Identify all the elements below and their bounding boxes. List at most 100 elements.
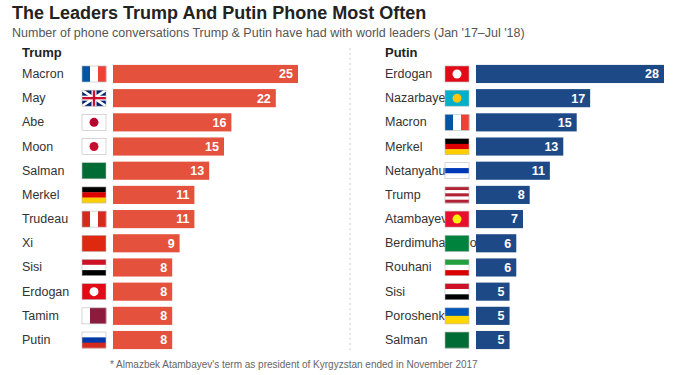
- data-label: 11: [176, 188, 189, 202]
- tick-label: Trump: [385, 188, 421, 202]
- flag-border: [82, 284, 106, 300]
- tick: Salman: [22, 164, 64, 178]
- flag-icon: [445, 139, 469, 155]
- flag-part: [445, 149, 469, 155]
- flag-border: [445, 332, 469, 348]
- tick: Trump: [385, 188, 421, 202]
- flag-border: [445, 187, 469, 203]
- flag-icon: [82, 259, 106, 275]
- bar: [113, 186, 194, 204]
- flag-part: [82, 337, 106, 343]
- bar: [113, 234, 180, 252]
- data-label: 5: [498, 333, 505, 347]
- bar: [113, 210, 194, 228]
- tick-label: Salman: [22, 164, 64, 178]
- data-label: 25: [279, 67, 293, 81]
- tick: Atambayev*: [385, 212, 453, 226]
- flag-part: [82, 259, 106, 265]
- flag-part: [445, 308, 469, 316]
- data-label: 9: [168, 237, 175, 251]
- tick: Poroshenko: [385, 309, 452, 323]
- flag-part: [82, 284, 106, 300]
- data-label: 15: [205, 140, 219, 154]
- flag-border: [445, 235, 469, 251]
- flag-part: [82, 66, 90, 82]
- flag-part: [445, 168, 469, 174]
- data-label: 5: [498, 309, 505, 323]
- tick-label: Salman: [385, 333, 427, 347]
- tick-label: Berdimuhamedov: [385, 236, 484, 250]
- flag-part: [82, 90, 106, 106]
- tick-label: Nazarbayev: [385, 91, 452, 105]
- flag-border: [445, 211, 469, 227]
- flag-icon: [445, 235, 469, 251]
- flag-part: [445, 190, 469, 194]
- bar: [476, 307, 510, 325]
- tick-label: Macron: [22, 67, 64, 81]
- flag-part: [82, 343, 106, 349]
- bar: [476, 113, 577, 131]
- tick: Trudeau: [22, 212, 68, 226]
- flag-icon: [82, 235, 106, 251]
- flag-part: [82, 198, 106, 204]
- tick-label: May: [22, 91, 46, 105]
- flag-part: [445, 289, 469, 295]
- bar: [476, 210, 523, 228]
- flag-part: [82, 235, 106, 251]
- bar: [476, 137, 563, 155]
- flag-part: [82, 90, 106, 106]
- flag-border: [82, 259, 106, 275]
- tick: Netanyahu: [385, 164, 446, 178]
- flag-icon: [82, 139, 106, 155]
- data-label: 8: [518, 188, 525, 202]
- bar: [113, 307, 172, 325]
- flag-icon: [445, 114, 469, 130]
- data-label: 8: [160, 261, 167, 275]
- tick-label: Atambayev*: [385, 212, 453, 226]
- tick: Xi: [22, 236, 33, 250]
- flag-part: [82, 265, 106, 271]
- data-label: 6: [504, 261, 511, 275]
- flag-part: [82, 308, 90, 324]
- flag-border: [445, 90, 469, 106]
- flag-part: [445, 211, 469, 227]
- flag-part: [445, 193, 469, 197]
- bar: [476, 186, 530, 204]
- flag-border: [445, 66, 469, 82]
- bar: [476, 258, 516, 276]
- flag-icon: [445, 163, 469, 179]
- flag-part: [98, 211, 106, 227]
- flag-border: [82, 139, 106, 155]
- tick: Merkel: [385, 140, 423, 154]
- tick-label: Tamim: [22, 309, 59, 323]
- flag-part: [453, 94, 462, 103]
- flag-border: [82, 235, 106, 251]
- flag-part: [445, 284, 469, 290]
- flag-part: [445, 90, 469, 106]
- flag-border: [82, 187, 106, 203]
- bar: [113, 258, 172, 276]
- panel-title: Trump: [22, 45, 62, 60]
- data-label: 7: [511, 212, 518, 226]
- flag-part: [82, 332, 106, 338]
- flag-part: [82, 90, 106, 106]
- flag-part: [445, 187, 469, 191]
- tick: Putin: [22, 333, 51, 347]
- tick-label: Merkel: [385, 140, 423, 154]
- data-label: 5: [498, 285, 505, 299]
- data-labels: 2522161513111198888: [160, 67, 293, 347]
- tick-label: Putin: [22, 333, 51, 347]
- flag-part: [90, 142, 99, 151]
- bar: [476, 283, 510, 301]
- flag-part: [445, 294, 469, 300]
- bar: [113, 331, 172, 349]
- flag-icon: [445, 66, 469, 82]
- tick-label: Abe: [22, 115, 44, 129]
- data-label: 17: [571, 92, 585, 106]
- data-label: 13: [544, 140, 558, 154]
- data-label: 11: [176, 212, 189, 226]
- flag-border: [445, 139, 469, 155]
- flag-part: [82, 163, 106, 179]
- tick-label: Macron: [385, 115, 427, 129]
- category-axis: ErdoganNazarbayevMacronMerkelNetanyahuTr…: [385, 63, 484, 353]
